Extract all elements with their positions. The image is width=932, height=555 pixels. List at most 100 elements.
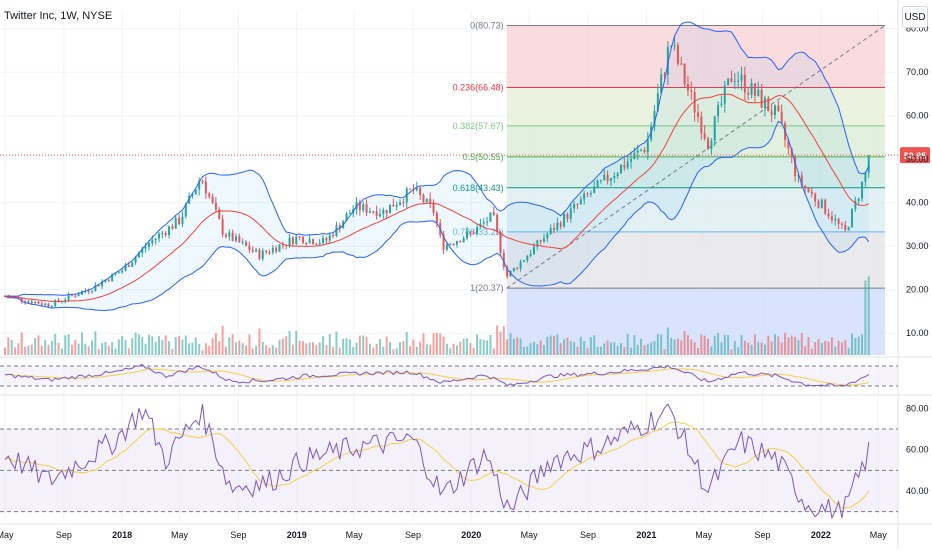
candle-body: [34, 301, 37, 304]
volume-bar: [318, 342, 321, 355]
volume-bar: [820, 343, 823, 355]
volume-bar: [87, 346, 90, 355]
volume-bar: [298, 340, 301, 355]
volume-bar: [559, 343, 562, 355]
volume-bar: [459, 341, 462, 355]
volume-bar: [800, 333, 803, 355]
volume-bar: [258, 328, 261, 355]
volume-bar: [680, 340, 683, 355]
candle-body: [797, 175, 800, 177]
candle-body: [730, 78, 733, 82]
volume-bar: [636, 344, 639, 355]
candle-body: [248, 245, 251, 250]
volume-bar: [20, 332, 23, 355]
volume-bar: [389, 342, 391, 355]
candle-body: [666, 46, 669, 75]
candle-body: [857, 198, 860, 201]
candle-body: [683, 63, 686, 85]
candle-body: [616, 173, 619, 177]
candle-body: [640, 150, 643, 152]
volume-bar: [107, 345, 110, 355]
candle-body: [810, 191, 813, 194]
rsi-line: [4, 403, 870, 520]
candle-body: [121, 270, 124, 273]
volume-bar: [720, 342, 723, 355]
volume-bar: [378, 339, 381, 355]
volume-bar: [539, 340, 542, 355]
volume-bar: [161, 340, 164, 355]
candle-body: [295, 236, 298, 244]
volume-bar: [402, 341, 405, 355]
volume-bar: [509, 333, 512, 355]
candle-body: [392, 204, 395, 207]
volume-bar: [211, 338, 214, 355]
volume-bar: [151, 336, 154, 355]
candle-body: [455, 241, 458, 245]
candle-body: [566, 214, 569, 219]
volume-bar: [57, 342, 60, 355]
candle-body: [435, 212, 438, 224]
candle-body: [710, 140, 713, 149]
volume-bar: [857, 336, 860, 355]
volume-bar: [288, 330, 291, 355]
candle-body: [81, 291, 83, 295]
candle-body: [840, 223, 843, 225]
volume-bar: [328, 334, 331, 355]
candle-body: [573, 204, 576, 209]
volume-bar: [392, 349, 395, 355]
volume-bar: [409, 346, 412, 355]
candle-body: [399, 202, 402, 205]
volume-bar: [532, 341, 535, 355]
currency-badge[interactable]: USD: [902, 6, 928, 28]
volume-bar: [479, 338, 482, 355]
volume-bar: [271, 345, 274, 355]
volume-bar: [566, 337, 569, 355]
rsi-pane: [0, 403, 898, 520]
candle-body: [599, 179, 602, 181]
candle-body: [40, 303, 43, 305]
candle-body: [64, 299, 67, 302]
candle-body: [867, 155, 870, 173]
volume-bar: [7, 337, 10, 355]
volume-bar: [643, 345, 646, 355]
candle-body: [117, 272, 120, 274]
candle-body: [543, 238, 545, 242]
volume-bar: [646, 344, 649, 355]
time-axis-tick-label: 2022: [811, 530, 831, 540]
volume-bar: [164, 335, 167, 355]
volume-bar: [191, 342, 194, 355]
candle-body: [576, 204, 579, 206]
volume-bar: [673, 339, 676, 355]
fib-zone: [506, 187, 885, 232]
volume-bar: [556, 334, 559, 355]
candle-body: [700, 116, 703, 134]
volume-bar: [70, 344, 73, 355]
candle-body: [168, 226, 171, 236]
volume-bar: [358, 335, 361, 355]
volume-bar: [399, 342, 402, 355]
volume-bar: [312, 342, 314, 355]
volume-bar: [412, 339, 415, 355]
candle-body: [596, 180, 599, 187]
candle-body: [519, 261, 522, 269]
symbol-title: Twitter Inc, 1W, NYSE: [4, 10, 113, 22]
time-axis-tick-label: 2021: [636, 530, 656, 540]
candle-body: [147, 243, 150, 248]
volume-bar: [787, 337, 790, 355]
volume-bar: [496, 325, 499, 355]
candle-body: [606, 174, 609, 181]
rsi-ma-line: [4, 421, 870, 509]
volume-bar: [415, 346, 418, 355]
candle-body: [466, 231, 468, 239]
volume-bar: [171, 348, 174, 355]
candle-body: [238, 236, 241, 243]
candle-body: [593, 186, 596, 194]
candle-body: [432, 203, 435, 213]
volume-bar: [770, 341, 773, 355]
time-axis-tick-label: May: [521, 530, 539, 540]
candle-body: [529, 253, 532, 256]
volume-bar: [432, 333, 435, 355]
candle-body: [462, 238, 465, 243]
candle-body: [214, 202, 217, 210]
candle-body: [526, 255, 529, 261]
